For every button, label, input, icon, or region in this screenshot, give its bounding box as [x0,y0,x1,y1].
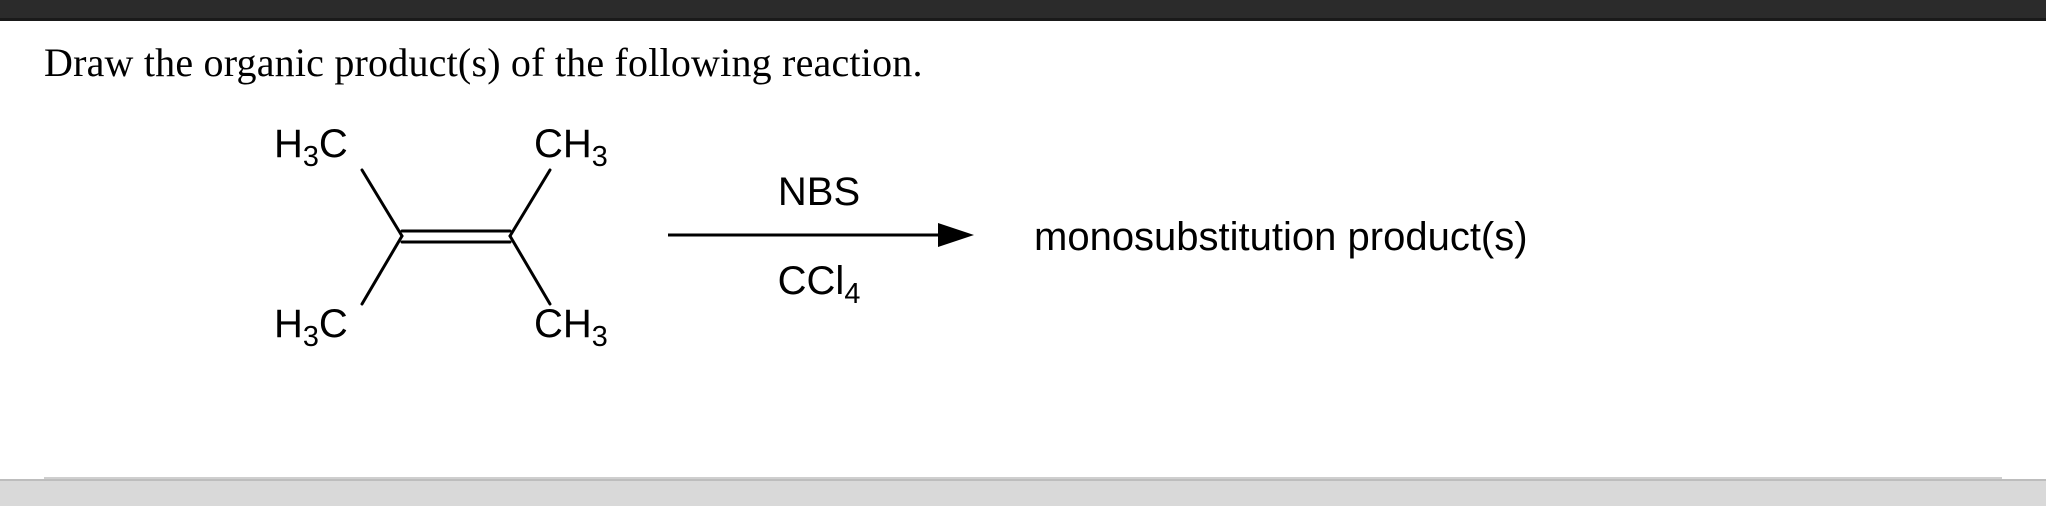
starting-material: H3C H3C CH3 CH3 [274,122,634,352]
molecule-bonds [274,122,634,352]
reagent-above-arrow: NBS [778,169,860,215]
divider [44,477,2002,479]
product-label: monosubstitution product(s) [1034,215,1528,260]
reaction-scheme: H3C H3C CH3 CH3 NB [44,122,2002,352]
reagent-below-arrow: CCl4 [778,259,861,305]
content-page: Draw the organic product(s) of the follo… [0,21,2046,481]
reaction-arrow-icon [664,219,974,251]
question-prompt: Draw the organic product(s) of the follo… [44,39,2002,86]
window-topbar [0,0,2046,21]
footer-gutter [0,481,2046,505]
reagent-stack: NBS CCl4 [664,169,974,305]
